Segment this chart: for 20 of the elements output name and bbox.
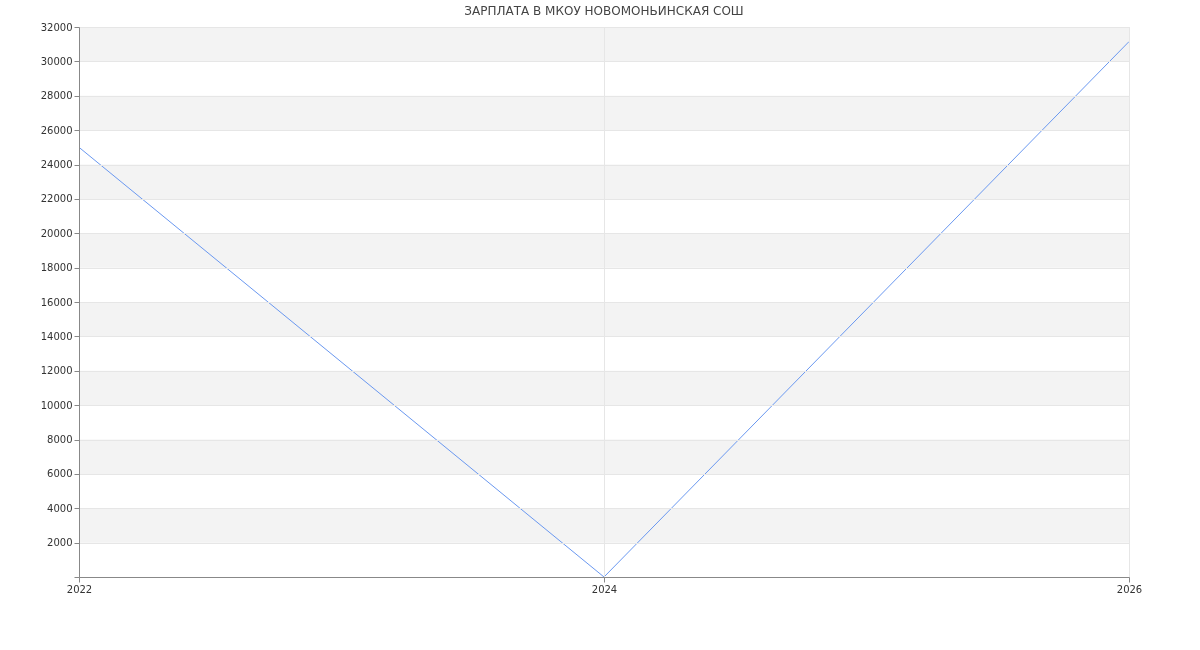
y-tick-label: 14000	[40, 330, 73, 342]
x-tick-label: 2026	[1116, 583, 1143, 595]
y-tick-label: 16000	[40, 296, 73, 308]
x-tick-label: 2024	[591, 583, 618, 595]
y-tick-label: 24000	[40, 159, 73, 170]
y-tick-label: 12000	[40, 365, 73, 377]
x-tick-label: 2022	[66, 583, 93, 595]
y-tick-label: 4000	[47, 502, 73, 514]
y-tick-label: 28000	[40, 90, 73, 102]
y-tick-label: 6000	[47, 468, 73, 480]
y-tick-label: 8000	[47, 434, 73, 445]
y-tick-label: 26000	[40, 124, 73, 136]
chart-title: ЗАРПЛАТА В МКОУ НОВОМОНЬИНСКАЯ СОШ	[464, 4, 744, 18]
y-tick-label: 32000	[40, 21, 73, 33]
y-tick-label: 10000	[40, 399, 73, 411]
y-tick-label: 20000	[40, 227, 73, 239]
y-tick-label: 18000	[40, 262, 73, 274]
y-tick-label: 30000	[40, 55, 73, 67]
y-tick-label: 22000	[40, 193, 73, 205]
y-tick-label: 2000	[47, 537, 73, 549]
